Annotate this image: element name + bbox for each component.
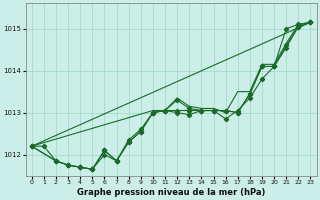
- X-axis label: Graphe pression niveau de la mer (hPa): Graphe pression niveau de la mer (hPa): [77, 188, 265, 197]
